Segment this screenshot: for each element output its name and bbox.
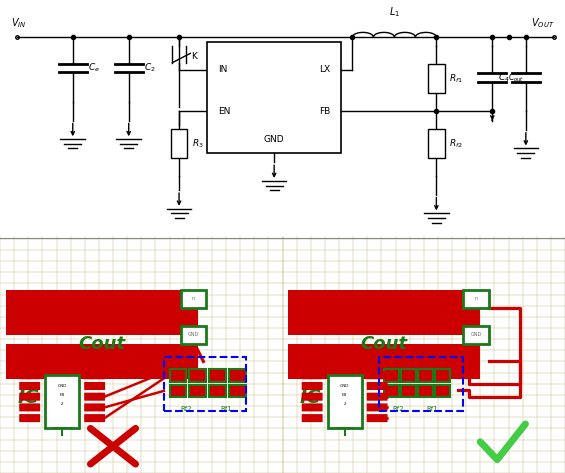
Text: GND: GND	[340, 384, 349, 388]
Text: Cout: Cout	[78, 334, 125, 352]
Text: $R_{f2}$: $R_{f2}$	[449, 138, 463, 150]
FancyBboxPatch shape	[209, 385, 226, 397]
Text: GND: GND	[58, 384, 67, 388]
FancyBboxPatch shape	[401, 385, 416, 397]
FancyBboxPatch shape	[19, 414, 40, 422]
FancyBboxPatch shape	[367, 371, 388, 379]
FancyBboxPatch shape	[84, 403, 105, 412]
FancyBboxPatch shape	[435, 385, 450, 397]
Text: GND: GND	[188, 332, 199, 337]
FancyBboxPatch shape	[367, 382, 388, 390]
Text: Cout: Cout	[360, 334, 408, 352]
FancyBboxPatch shape	[84, 382, 105, 390]
Text: FB: FB	[342, 393, 347, 397]
FancyBboxPatch shape	[367, 393, 388, 401]
Text: IN: IN	[218, 65, 228, 74]
FancyBboxPatch shape	[19, 393, 40, 401]
Text: $V_{OUT}$: $V_{OUT}$	[532, 17, 555, 30]
FancyBboxPatch shape	[302, 371, 323, 379]
FancyBboxPatch shape	[367, 414, 388, 422]
Text: $V_{IN}$: $V_{IN}$	[11, 17, 27, 30]
Text: $R_3$: $R_3$	[192, 138, 203, 150]
Text: $R_{f1}$: $R_{f1}$	[449, 73, 463, 85]
FancyBboxPatch shape	[418, 385, 433, 397]
Text: EN: EN	[218, 107, 231, 116]
FancyBboxPatch shape	[384, 369, 399, 382]
FancyBboxPatch shape	[435, 369, 450, 382]
FancyBboxPatch shape	[302, 414, 323, 422]
FancyBboxPatch shape	[181, 290, 206, 308]
Text: IC: IC	[300, 388, 321, 407]
Bar	[288, 290, 480, 335]
FancyBboxPatch shape	[19, 371, 40, 379]
Text: n: n	[475, 297, 477, 301]
Text: Rf1: Rf1	[220, 406, 232, 412]
FancyBboxPatch shape	[229, 369, 246, 382]
FancyBboxPatch shape	[19, 403, 40, 412]
Text: $C_2$: $C_2$	[145, 62, 156, 74]
FancyBboxPatch shape	[367, 403, 388, 412]
Text: $C_4$: $C_4$	[498, 71, 510, 84]
Text: $C_e$: $C_e$	[89, 62, 101, 74]
FancyBboxPatch shape	[19, 382, 40, 390]
FancyBboxPatch shape	[209, 369, 226, 382]
FancyBboxPatch shape	[328, 375, 362, 429]
Text: K: K	[192, 52, 197, 61]
FancyBboxPatch shape	[229, 385, 246, 397]
FancyBboxPatch shape	[170, 385, 186, 397]
FancyBboxPatch shape	[302, 403, 323, 412]
Bar	[428, 64, 445, 94]
Text: $C_{out}$: $C_{out}$	[508, 71, 524, 84]
Text: IC: IC	[18, 388, 39, 407]
Text: 2: 2	[344, 402, 346, 406]
Text: Rf1: Rf1	[427, 406, 438, 412]
Bar	[207, 42, 341, 153]
Text: LX: LX	[319, 65, 330, 74]
FancyBboxPatch shape	[302, 393, 323, 401]
FancyBboxPatch shape	[463, 326, 489, 343]
FancyBboxPatch shape	[45, 375, 79, 429]
FancyBboxPatch shape	[189, 369, 206, 382]
FancyBboxPatch shape	[84, 414, 105, 422]
FancyBboxPatch shape	[384, 385, 399, 397]
FancyBboxPatch shape	[84, 371, 105, 379]
Text: Rf2: Rf2	[393, 406, 404, 412]
FancyBboxPatch shape	[181, 326, 206, 343]
Text: n: n	[192, 297, 195, 301]
Bar	[288, 343, 480, 379]
Bar	[428, 129, 445, 158]
FancyBboxPatch shape	[401, 369, 416, 382]
Bar	[6, 290, 198, 335]
Text: FB: FB	[319, 107, 330, 116]
FancyBboxPatch shape	[418, 369, 433, 382]
Text: GND: GND	[264, 135, 284, 144]
Bar	[171, 129, 188, 158]
FancyBboxPatch shape	[170, 369, 186, 382]
FancyBboxPatch shape	[463, 290, 489, 308]
Text: $L_1$: $L_1$	[389, 5, 400, 18]
FancyBboxPatch shape	[189, 385, 206, 397]
Text: 2: 2	[61, 402, 63, 406]
Text: GND: GND	[471, 332, 481, 337]
FancyBboxPatch shape	[84, 393, 105, 401]
Bar	[6, 343, 198, 379]
FancyBboxPatch shape	[302, 382, 323, 390]
Text: Rf2: Rf2	[181, 406, 192, 412]
Text: FB: FB	[59, 393, 65, 397]
